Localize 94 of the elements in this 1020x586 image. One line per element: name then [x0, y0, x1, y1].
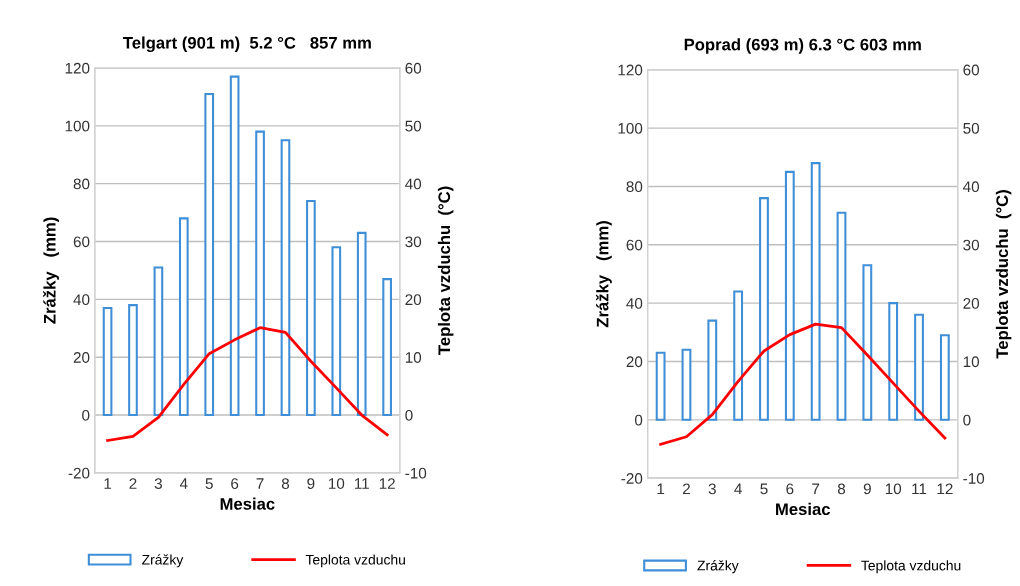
legend-label: Teplota vzduchu: [305, 554, 405, 568]
bar: [914, 313, 924, 421]
y2-tick-label: 40: [405, 178, 422, 190]
bar: [733, 290, 744, 421]
y-tick-label: 20: [626, 356, 643, 368]
x-tick-label: 10: [328, 478, 345, 489]
bar: [229, 75, 240, 417]
x-tick-label: 1: [104, 478, 112, 489]
x-tick-label: 6: [786, 483, 794, 495]
y2-tick-label: 50: [963, 122, 980, 134]
x-tick-label: 4: [734, 483, 742, 495]
x-tick-label: 11: [912, 483, 927, 495]
bar: [836, 211, 847, 421]
bar: [102, 307, 113, 417]
y-tick-label: 60: [626, 239, 643, 251]
y-tick-label: 0: [82, 409, 90, 421]
y-tick-label: 100: [618, 122, 643, 134]
bar: [356, 231, 367, 417]
y-tick-label: 60: [73, 236, 90, 248]
x-tick-label: 9: [863, 483, 871, 495]
y2-tick-label: 10: [963, 356, 980, 368]
y2-tick-label: 0: [405, 409, 413, 421]
legend-label: Zrážky: [697, 560, 739, 574]
chart-title: Telgart (901 m) 5.2 °C 857 mm: [123, 36, 371, 53]
x-tick-label: 7: [812, 483, 820, 495]
y2-tick-label: 60: [963, 64, 980, 76]
x-axis-title: Mesiac: [220, 497, 275, 510]
y2-tick-label: 20: [405, 294, 422, 306]
bar: [759, 197, 769, 421]
y2-axis-title: Teplota vzduchu (°C): [437, 186, 454, 355]
y2-tick-label: 50: [405, 120, 422, 132]
bar: [204, 92, 215, 417]
bar: [255, 130, 265, 417]
y-tick-label: 0: [634, 414, 643, 426]
y-tick-label: -20: [68, 467, 90, 479]
bar: [862, 264, 873, 421]
bar: [280, 139, 291, 417]
bar: [810, 162, 821, 421]
x-axis-title: Mesiac: [776, 502, 831, 516]
y-tick-label: -20: [621, 473, 643, 484]
bar: [655, 351, 666, 421]
x-tick-label: 10: [885, 483, 902, 495]
bar: [681, 348, 692, 421]
line-series: [659, 322, 947, 446]
y-axis-title: Zrážky (mm): [595, 221, 612, 328]
bar: [178, 217, 189, 417]
bar: [331, 246, 342, 417]
y2-tick-label: 0: [963, 414, 971, 426]
y-tick-label: 40: [626, 298, 643, 309]
line-series: [106, 326, 389, 442]
bar: [382, 278, 392, 417]
chart-title: Poprad (693 m) 6.3 °C 603 mm: [684, 38, 921, 54]
legend-label: Zrážky: [142, 554, 184, 568]
y2-tick-label: -10: [405, 467, 427, 479]
y-tick-label: 120: [618, 64, 643, 76]
y-axis-title: Zrážky (mm): [43, 217, 59, 324]
y2-tick-label: 10: [405, 352, 422, 363]
y2-axis-title: Teplota vzduchu (°C): [995, 190, 1012, 359]
bar: [153, 266, 164, 417]
bar: [888, 302, 899, 421]
y-tick-label: 120: [65, 62, 90, 74]
y-tick-label: 80: [73, 178, 90, 190]
legend-label: Teplota vzduchu: [861, 560, 961, 574]
x-tick-label: 12: [379, 478, 395, 489]
y-tick-label: 20: [73, 352, 90, 363]
bar: [784, 170, 795, 421]
bar: [707, 319, 718, 421]
y2-tick-label: 30: [405, 236, 422, 248]
y2-tick-label: 30: [963, 239, 980, 251]
x-tick-label: 7: [256, 478, 264, 489]
x-tick-label: 8: [837, 483, 846, 495]
x-tick-label: 12: [937, 483, 953, 495]
y2-tick-label: 20: [963, 298, 980, 309]
x-tick-label: 1: [657, 483, 665, 495]
x-tick-label: 3: [708, 483, 716, 495]
x-tick-label: 2: [682, 483, 690, 495]
x-tick-label: 3: [154, 478, 162, 489]
y2-tick-label: 60: [405, 62, 422, 74]
y2-tick-label: 40: [962, 181, 980, 193]
x-tick-label: 5: [205, 478, 213, 489]
bar: [939, 334, 950, 421]
bar: [306, 199, 316, 417]
x-tick-label: 4: [179, 478, 188, 489]
x-tick-label: 11: [354, 478, 369, 489]
x-tick-label: 9: [307, 478, 315, 489]
x-tick-label: 8: [281, 478, 290, 489]
y2-tick-label: -10: [963, 473, 985, 484]
y-tick-label: 80: [626, 181, 643, 193]
x-tick-label: 6: [231, 478, 239, 489]
y-tick-label: 40: [73, 294, 90, 306]
x-tick-label: 5: [760, 483, 768, 495]
x-tick-label: 2: [129, 478, 137, 489]
y-tick-label: 100: [65, 120, 90, 132]
bar: [128, 304, 138, 417]
